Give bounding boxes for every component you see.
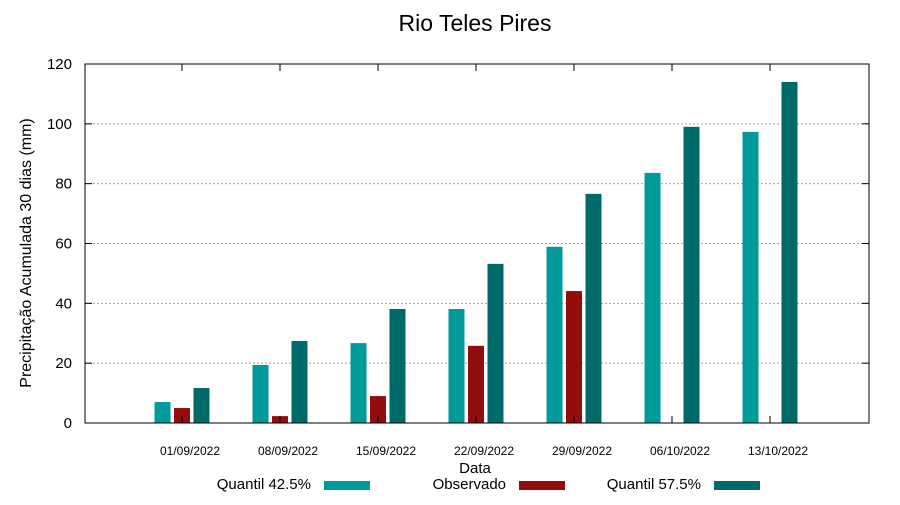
bar-observado — [174, 408, 190, 423]
bar-quantil-57-5- — [193, 387, 210, 423]
bar-quantil-42-5- — [448, 309, 465, 423]
x-axis-label: Data — [459, 460, 491, 477]
x-tick-label: 15/09/2022 — [356, 444, 416, 458]
bar-quantil-42-5- — [154, 402, 171, 423]
bar-observado — [370, 396, 386, 423]
legend-swatch — [714, 481, 760, 490]
bar-quantil-57-5- — [487, 263, 504, 423]
x-tick-label: 06/10/2022 — [650, 444, 710, 458]
y-tick-label: 60 — [55, 236, 72, 253]
chart-title: Rio Teles Pires — [399, 10, 552, 36]
bar-observado — [468, 345, 484, 423]
y-axis-label: Precipitação Acumulada 30 dias (mm) — [18, 118, 35, 387]
legend-label: Observado — [433, 476, 506, 493]
bars — [154, 81, 798, 423]
bar-quantil-42-5- — [742, 131, 759, 423]
legend-swatch — [324, 481, 370, 490]
bar-quantil-42-5- — [252, 364, 269, 423]
y-tick-label: 0 — [64, 415, 72, 432]
legend: Quantil 42.5% Observado Quantil 57.5% — [217, 476, 760, 493]
y-tick-label: 100 — [47, 116, 72, 133]
x-tick-label: 13/10/2022 — [748, 444, 808, 458]
y-tick-label: 80 — [55, 176, 72, 193]
x-tick-label: 08/09/2022 — [258, 444, 318, 458]
bar-quantil-57-5- — [291, 341, 308, 423]
y-tick-label: 120 — [47, 56, 72, 73]
bar-quantil-42-5- — [546, 246, 563, 423]
legend-label: Quantil 57.5% — [607, 476, 701, 493]
y-tick-label: 20 — [55, 355, 72, 372]
x-axis: 01/09/2022 08/09/2022 15/09/2022 22/09/2022… — [160, 64, 808, 458]
bar-quantil-57-5- — [585, 193, 602, 423]
bar-observado — [566, 291, 582, 423]
bar-quantil-57-5- — [683, 126, 700, 423]
bar-quantil-42-5- — [644, 172, 661, 423]
bar-quantil-57-5- — [781, 81, 798, 423]
x-tick-label: 29/09/2022 — [552, 444, 612, 458]
y-axis: 0 20 40 60 80 100 120 — [47, 56, 869, 432]
legend-swatch — [519, 481, 565, 490]
bar-quantil-42-5- — [350, 343, 367, 423]
x-tick-label: 22/09/2022 — [454, 444, 514, 458]
y-tick-label: 40 — [55, 295, 72, 312]
x-tick-label: 01/09/2022 — [160, 444, 220, 458]
bar-quantil-57-5- — [389, 309, 406, 423]
legend-label: Quantil 42.5% — [217, 476, 311, 493]
